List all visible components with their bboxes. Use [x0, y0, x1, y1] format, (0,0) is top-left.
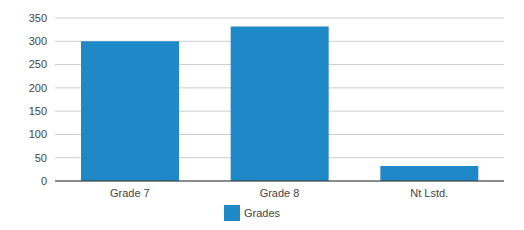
svg-text:350: 350 [29, 12, 47, 24]
svg-text:150: 150 [29, 105, 47, 117]
svg-text:Grade 7: Grade 7 [110, 187, 150, 199]
html-text:Grades: Grades [244, 207, 280, 219]
svg-text:100: 100 [29, 128, 47, 140]
svg-text:50: 50 [35, 152, 47, 164]
svg-text:200: 200 [29, 82, 47, 94]
svg-text:300: 300 [29, 35, 47, 47]
svg-text:0: 0 [41, 175, 47, 187]
svg-text:250: 250 [29, 58, 47, 70]
svg-text:Nt Lstd.: Nt Lstd. [410, 187, 448, 199]
svg-text:Grade 8: Grade 8 [260, 187, 300, 199]
